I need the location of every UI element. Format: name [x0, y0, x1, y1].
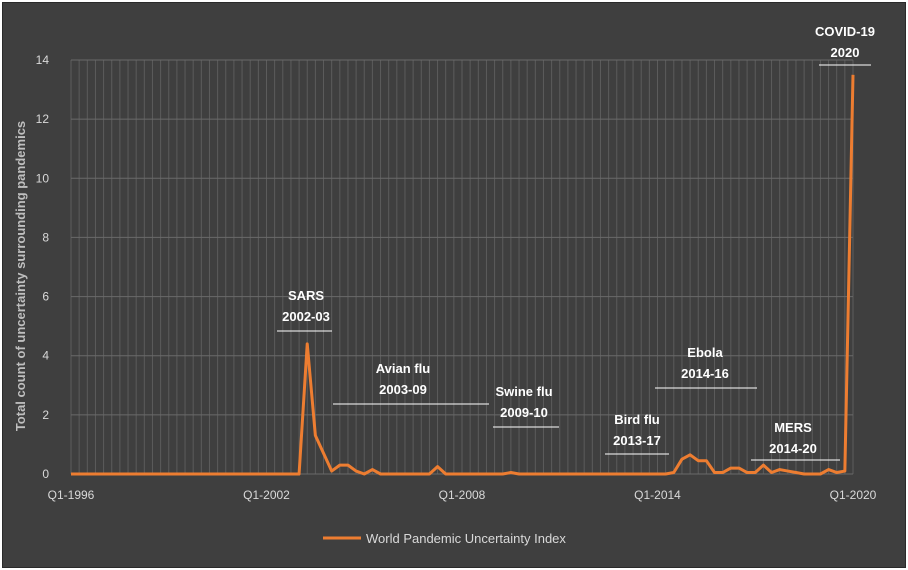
y-tick-label: 6: [42, 290, 49, 304]
x-tick-label: Q1-2002: [243, 488, 290, 502]
annotation: Bird flu 2013-17: [605, 412, 669, 455]
annotation-years: 2014-20: [769, 441, 817, 456]
y-tick-label: 10: [36, 171, 50, 185]
annotation: Avian flu 2003-09: [333, 361, 489, 405]
annotation: COVID-19 2020: [815, 24, 875, 66]
annotations-layer: SARS 2002-03 Avian flu 2003-09 Swine flu 2009…: [277, 24, 875, 461]
annotation-title: SARS: [288, 288, 324, 303]
annotation: MERS 2014-20: [751, 420, 840, 461]
annotation-title: Swine flu: [495, 384, 552, 399]
annotation: Swine flu 2009-10: [493, 384, 559, 428]
annotation-title: MERS: [774, 420, 812, 435]
x-tick-label: Q1-2020: [830, 488, 877, 502]
series-layer: [71, 74, 855, 476]
annotation-years: 2002-03: [282, 309, 330, 324]
x-axis-ticks: Q1-1996 Q1-2002 Q1-2008 Q1-2014 Q1-2020: [48, 488, 877, 502]
y-tick-label: 0: [42, 467, 49, 481]
annotation-years: 2014-16: [681, 366, 729, 381]
series-line-world-pandemic-uncertainty-index: [71, 74, 855, 476]
annotation-title: Ebola: [687, 345, 723, 360]
gridlines: [70, 59, 854, 475]
y-tick-label: 12: [36, 112, 50, 126]
y-tick-label: 8: [42, 230, 49, 244]
annotation-title: Bird flu: [614, 412, 660, 427]
annotation-years: 2009-10: [500, 405, 548, 420]
line-chart: 0 2 4 6 8 10 12 14 Q1-1996 Q1-2002 Q1-2008 Q1-2014…: [13, 24, 877, 546]
legend-label: World Pandemic Uncertainty Index: [366, 531, 566, 546]
annotation-title: COVID-19: [815, 24, 875, 39]
y-axis-label: Total count of uncertainty surrounding p…: [13, 121, 28, 431]
annotation-years: 2020: [831, 45, 860, 60]
x-tick-label: Q1-2008: [439, 488, 486, 502]
annotation-years: 2003-09: [379, 382, 427, 397]
x-tick-label: Q1-1996: [48, 488, 95, 502]
x-tick-label: Q1-2014: [634, 488, 681, 502]
y-tick-label: 2: [42, 408, 49, 422]
legend: World Pandemic Uncertainty Index: [323, 531, 566, 546]
y-tick-label: 4: [42, 349, 49, 363]
annotation-title: Avian flu: [376, 361, 430, 376]
annotation: Ebola 2014-16: [655, 345, 757, 389]
y-tick-label: 14: [36, 53, 50, 67]
y-axis-ticks: 0 2 4 6 8 10 12 14: [36, 53, 50, 481]
annotation-years: 2013-17: [613, 433, 661, 448]
annotation: SARS 2002-03: [277, 288, 332, 332]
